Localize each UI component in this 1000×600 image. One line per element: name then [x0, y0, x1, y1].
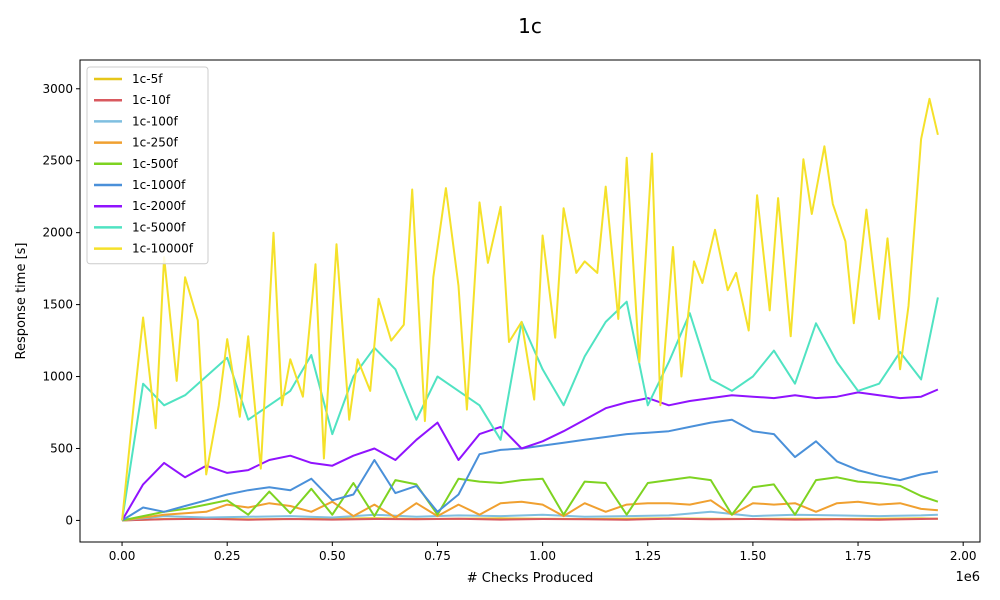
chart-title: 1c: [518, 14, 542, 38]
legend-label-1c-5f: 1c-5f: [132, 72, 163, 86]
series-line-1c-500f: [121, 476, 939, 522]
series-layer: [121, 97, 939, 522]
x-tick-label: 0.50: [319, 549, 346, 563]
legend-label-1c-10f: 1c-10f: [132, 93, 171, 107]
series-line-1c-5000f: [121, 297, 939, 521]
y-tick-label: 1500: [42, 298, 73, 312]
legend-label-1c-250f: 1c-250f: [132, 136, 178, 150]
series-line-1c-10f: [122, 517, 938, 522]
x-tick-label: 0.25: [214, 549, 241, 563]
y-tick-label: 0: [65, 513, 73, 527]
legend-label-1c-10000f: 1c-10000f: [132, 242, 194, 256]
legend-label-1c-100f: 1c-100f: [132, 114, 178, 128]
x-tick-label: 0.00: [109, 549, 136, 563]
y-tick-label: 1000: [42, 370, 73, 384]
x-axis-label: # Checks Produced: [467, 571, 593, 586]
chart-legend: 1c-5f 1c-10f 1c-100f 1c-250f 1c-500f 1c-1000f…: [86, 66, 209, 265]
series-line-1c-1000f: [121, 418, 939, 522]
y-axis-ticks: 0 500 1000 1500 2000 2500 3000: [42, 82, 80, 527]
y-tick-label: 2000: [42, 226, 73, 240]
plot-frame: [79, 59, 981, 543]
x-axis-offset-label: 1e6: [955, 570, 980, 585]
series-line-1c-2000f: [121, 388, 939, 521]
x-tick-label: 1.00: [529, 549, 556, 563]
legend-label-1c-500f: 1c-500f: [132, 157, 178, 171]
x-axis-ticks: 0.00 0.25 0.50 0.75 1.00 1.25 1.50 1.75 2.00: [109, 542, 977, 563]
y-tick-label: 500: [50, 441, 73, 455]
y-tick-label: 2500: [42, 154, 73, 168]
series-line-1c-100f: [121, 510, 938, 522]
legend-frame: [86, 66, 209, 265]
x-tick-label: 2.00: [950, 549, 977, 563]
y-axis-label: Response time [s]: [14, 243, 29, 360]
legend-label-1c-1000f: 1c-1000f: [132, 178, 186, 192]
x-tick-label: 1.25: [634, 549, 661, 563]
x-tick-label: 0.75: [424, 549, 451, 563]
legend-label-1c-2000f: 1c-2000f: [132, 199, 186, 213]
legend-label-1c-5000f: 1c-5000f: [132, 220, 186, 234]
y-tick-label: 3000: [42, 82, 73, 96]
series-line-1c-10000f: [121, 97, 939, 521]
x-tick-label: 1.75: [845, 549, 872, 563]
series-line-1c-250f: [121, 499, 938, 522]
x-tick-label: 1.50: [740, 549, 767, 563]
